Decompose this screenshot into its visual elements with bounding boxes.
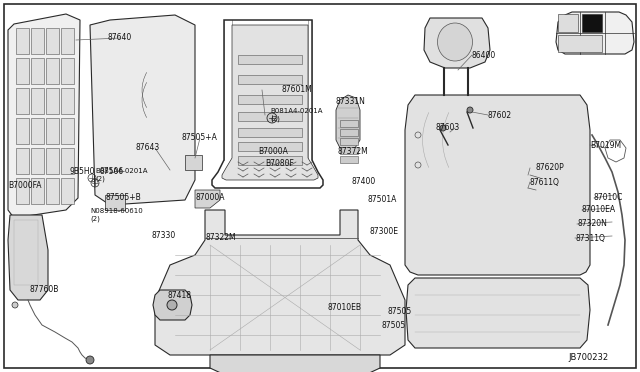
Text: 87311Q: 87311Q: [575, 234, 605, 243]
Text: 87603: 87603: [435, 124, 460, 132]
Bar: [61, 178, 74, 204]
Circle shape: [12, 302, 18, 308]
Text: 87330: 87330: [152, 231, 176, 240]
Text: 87640: 87640: [108, 33, 132, 42]
Text: 87602: 87602: [488, 110, 512, 119]
Polygon shape: [238, 156, 302, 165]
Text: JB700232: JB700232: [568, 353, 608, 362]
Polygon shape: [558, 14, 578, 32]
Polygon shape: [340, 147, 358, 154]
Bar: [31, 178, 44, 204]
Text: 87322M: 87322M: [205, 234, 236, 243]
Text: B081A4-0201A
(2): B081A4-0201A (2): [95, 168, 147, 182]
Bar: [31, 88, 44, 114]
Polygon shape: [185, 155, 202, 170]
Bar: [46, 28, 59, 54]
Bar: [61, 118, 74, 144]
Text: B7000A: B7000A: [258, 148, 288, 157]
Text: B7019M: B7019M: [590, 141, 621, 150]
Bar: [46, 58, 59, 84]
Text: 87000A: 87000A: [195, 193, 225, 202]
Polygon shape: [153, 290, 192, 320]
Text: 87331N: 87331N: [335, 97, 365, 106]
Bar: [31, 148, 44, 174]
Polygon shape: [8, 14, 80, 218]
Polygon shape: [238, 112, 302, 121]
Bar: [61, 148, 74, 174]
Bar: [16, 28, 29, 54]
Text: 87300E: 87300E: [370, 228, 399, 237]
Polygon shape: [558, 35, 602, 52]
Text: 87505+B: 87505+B: [105, 193, 141, 202]
Polygon shape: [238, 142, 302, 151]
Polygon shape: [556, 12, 634, 54]
Polygon shape: [340, 138, 358, 145]
Bar: [16, 118, 29, 144]
Text: 87611Q: 87611Q: [530, 177, 560, 186]
Bar: [61, 88, 74, 114]
Bar: [61, 58, 74, 84]
Bar: [31, 58, 44, 84]
Text: 87010EA: 87010EA: [582, 205, 616, 215]
Text: 87643: 87643: [135, 144, 159, 153]
Polygon shape: [105, 195, 125, 210]
Polygon shape: [238, 55, 302, 64]
Bar: [61, 28, 74, 54]
Circle shape: [440, 125, 446, 131]
Circle shape: [167, 300, 177, 310]
Bar: [46, 118, 59, 144]
Bar: [16, 58, 29, 84]
Text: B7080F: B7080F: [265, 158, 294, 167]
Circle shape: [86, 356, 94, 364]
Text: B081A4-0201A
(2): B081A4-0201A (2): [270, 108, 323, 122]
Polygon shape: [195, 190, 220, 208]
Circle shape: [467, 107, 473, 113]
Polygon shape: [238, 75, 302, 84]
Text: 87010C: 87010C: [594, 193, 623, 202]
Text: N08918-60610
(2): N08918-60610 (2): [90, 208, 143, 222]
Polygon shape: [222, 25, 318, 180]
Text: 87505+A: 87505+A: [182, 134, 218, 142]
Polygon shape: [340, 120, 358, 127]
Ellipse shape: [438, 23, 472, 61]
Bar: [16, 88, 29, 114]
Text: 87620P: 87620P: [535, 164, 564, 173]
Text: 87601M: 87601M: [282, 86, 313, 94]
Polygon shape: [582, 14, 602, 32]
Text: 87400: 87400: [352, 177, 376, 186]
Polygon shape: [238, 95, 302, 104]
Polygon shape: [90, 15, 195, 205]
Text: 87372M: 87372M: [338, 148, 369, 157]
Bar: [31, 118, 44, 144]
Circle shape: [267, 113, 277, 123]
Polygon shape: [155, 210, 405, 355]
Polygon shape: [405, 95, 590, 275]
Text: 87418: 87418: [168, 291, 192, 299]
Text: 86400: 86400: [472, 51, 496, 60]
Text: 87320N: 87320N: [577, 219, 607, 228]
Text: 9B5H0: 9B5H0: [70, 167, 95, 176]
Bar: [46, 148, 59, 174]
Text: 87505: 87505: [382, 321, 406, 330]
Bar: [16, 148, 29, 174]
Text: B7000FA: B7000FA: [8, 180, 42, 189]
Bar: [31, 28, 44, 54]
Text: 87760B: 87760B: [30, 285, 60, 295]
Bar: [16, 178, 29, 204]
Polygon shape: [340, 156, 358, 163]
Polygon shape: [210, 355, 380, 372]
Text: 87506: 87506: [100, 167, 124, 176]
Bar: [46, 88, 59, 114]
Polygon shape: [406, 278, 590, 348]
Text: 87505: 87505: [388, 308, 412, 317]
Polygon shape: [424, 18, 490, 68]
Text: 87010EB: 87010EB: [328, 304, 362, 312]
Polygon shape: [8, 215, 48, 300]
Text: 87501A: 87501A: [368, 196, 397, 205]
Polygon shape: [336, 95, 360, 150]
Polygon shape: [340, 129, 358, 136]
Polygon shape: [238, 128, 302, 137]
Bar: [46, 178, 59, 204]
